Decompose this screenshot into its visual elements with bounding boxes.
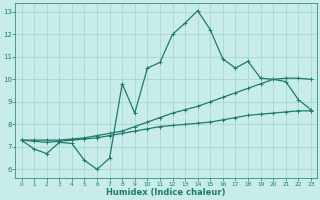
X-axis label: Humidex (Indice chaleur): Humidex (Indice chaleur) (107, 188, 226, 197)
